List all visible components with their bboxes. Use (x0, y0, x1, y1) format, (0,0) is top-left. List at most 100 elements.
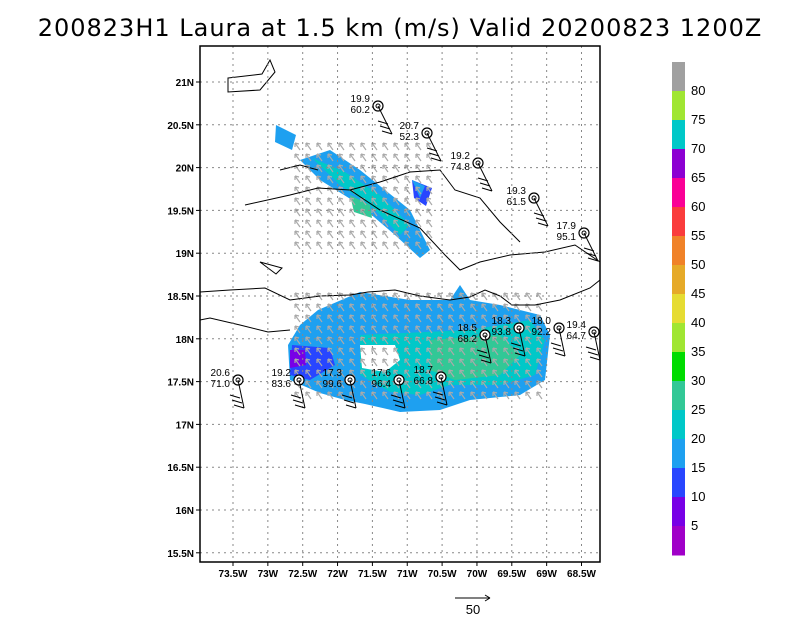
lat-tick-label: 15.5N (167, 549, 194, 560)
station-upper-value: 19.9 (351, 94, 371, 105)
dropsonde-station: 17.995.1 (557, 221, 599, 262)
dropsonde-station: 19.283.6 (272, 368, 306, 409)
color-scale-swatch (672, 352, 685, 382)
color-scale-swatch (672, 207, 685, 237)
lon-tick-label: 69.5W (497, 569, 526, 580)
lon-tick-label: 71W (397, 569, 418, 580)
color-scale-swatch (672, 294, 685, 324)
lon-tick-label: 68.5W (567, 569, 596, 580)
lon-tick-label: 73.5W (219, 569, 248, 580)
dropsonde-station: 19.464.7 (567, 320, 601, 361)
station-lower-value: 60.2 (351, 105, 371, 116)
map-title: 200823H1 Laura at 1.5 km (m/s) Valid 202… (37, 14, 763, 42)
color-scale-label: 40 (691, 315, 705, 330)
station-upper-value: 18.0 (532, 316, 552, 327)
color-scale-swatch (672, 323, 685, 353)
station-upper-value: 19.2 (451, 151, 471, 162)
station-lower-value: 96.4 (372, 379, 392, 390)
color-scale-swatch (672, 410, 685, 440)
station-upper-value: 19.4 (567, 320, 587, 331)
color-scale-swatch (672, 120, 685, 150)
color-scale-label: 60 (691, 199, 705, 214)
station-upper-value: 19.2 (272, 368, 292, 379)
station-lower-value: 99.6 (323, 379, 343, 390)
color-scale-swatch (672, 62, 685, 92)
station-lower-value: 74.8 (451, 162, 471, 173)
wind-vectors (294, 142, 543, 400)
station-upper-value: 18.5 (458, 323, 478, 334)
lat-tick-label: 17.5N (167, 378, 194, 389)
dropsonde-station: 17.696.4 (372, 368, 406, 409)
lon-tick-label: 70.5W (428, 569, 457, 580)
coastline (199, 58, 601, 333)
color-scale-label: 55 (691, 228, 705, 243)
color-scale-swatch (672, 149, 685, 179)
lat-tick-label: 18.5N (167, 292, 194, 303)
color-scale-swatch (672, 236, 685, 266)
station-upper-value: 20.7 (400, 121, 420, 132)
dropsonde-station: 20.671.0 (211, 368, 245, 409)
color-scale-label: 35 (691, 344, 705, 359)
lon-tick-label: 72W (327, 569, 348, 580)
dropsonde-station: 17.399.6 (323, 368, 357, 409)
color-scale-swatch (672, 439, 685, 469)
station-upper-value: 18.3 (492, 316, 512, 327)
station-lower-value: 66.8 (414, 376, 434, 387)
station-upper-value: 18.7 (414, 365, 434, 376)
dropsonde-station: 19.361.5 (507, 186, 549, 227)
lat-tick-label: 17N (176, 420, 194, 431)
dropsonde-station: 19.274.8 (451, 151, 493, 192)
color-scale-swatch (672, 526, 685, 556)
color-scale-label: 65 (691, 170, 705, 185)
station-upper-value: 19.3 (507, 186, 527, 197)
lon-tick-label: 73W (258, 569, 279, 580)
lon-tick-label: 69W (536, 569, 557, 580)
station-upper-value: 17.9 (557, 221, 577, 232)
color-scale-swatch (672, 497, 685, 527)
color-scale-label: 15 (691, 460, 705, 475)
station-upper-value: 17.3 (323, 368, 343, 379)
color-scale-label: 25 (691, 402, 705, 417)
dropsonde-station: 20.752.3 (400, 121, 442, 162)
station-upper-value: 17.6 (372, 368, 392, 379)
lat-tick-label: 18N (176, 335, 194, 346)
color-scale-label: 75 (691, 112, 705, 127)
lat-tick-label: 21N (176, 78, 194, 89)
lat-tick-label: 16N (176, 506, 194, 517)
dropsonde-station: 18.092.2 (532, 316, 566, 357)
wind-swath (275, 125, 550, 412)
reference-vector-label: 50 (466, 602, 480, 617)
dropsonde-station: 19.960.2 (351, 94, 393, 135)
dropsonde-station: 18.766.8 (414, 365, 448, 406)
lat-tick-label: 16.5N (167, 463, 194, 474)
dropsonde-station: 18.568.2 (458, 323, 492, 364)
station-lower-value: 71.0 (211, 379, 231, 390)
station-lower-value: 52.3 (400, 132, 420, 143)
color-scale-label: 30 (691, 373, 705, 388)
color-scale-swatch (672, 468, 685, 498)
lon-tick-label: 70W (467, 569, 488, 580)
lon-tick-label: 71.5W (358, 569, 387, 580)
lat-tick-label: 19.5N (167, 206, 194, 217)
station-lower-value: 95.1 (557, 232, 577, 243)
map-frame (199, 45, 601, 563)
axis-tick-labels: 21N 20.5N 20N 19.5N 19N 18.5N 18N 17.5N 17N 16.5N… (167, 78, 596, 580)
station-upper-value: 20.6 (211, 368, 231, 379)
color-scale-swatch (672, 381, 685, 411)
lat-tick-label: 19N (176, 249, 194, 260)
color-scale-label: 45 (691, 286, 705, 301)
lat-tick-label: 20.5N (167, 121, 194, 132)
color-scale-label: 5 (691, 518, 698, 533)
color-scale-label: 10 (691, 489, 705, 504)
station-lower-value: 93.8 (492, 327, 512, 338)
station-lower-value: 64.7 (567, 331, 587, 342)
reference-vector: 50 (455, 594, 491, 617)
color-scale-label: 70 (691, 141, 705, 156)
lon-tick-label: 72.5W (288, 569, 317, 580)
color-scale-swatch (672, 91, 685, 121)
station-lower-value: 61.5 (507, 197, 527, 208)
color-scale-bar: 80 75 70 65 60 55 50 45 40 35 30 25 20 15 10 5 (672, 62, 705, 556)
dropsonde-stations: 19.960.220.752.319.274.819.361.517.995.1… (211, 94, 601, 409)
dropsonde-station: 18.393.8 (492, 316, 526, 357)
